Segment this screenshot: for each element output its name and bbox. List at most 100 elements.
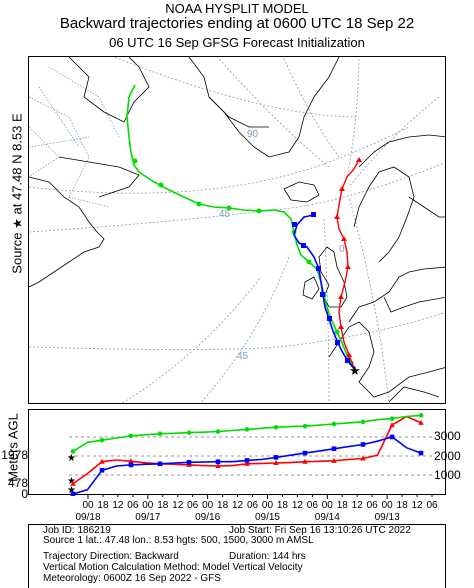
profile-marker-2-4	[128, 433, 134, 439]
model-title: NOAA HYSPLIT MODEL	[165, 1, 309, 16]
right-height-label-2000: 2000	[434, 449, 461, 463]
source-star-map-icon: ★	[349, 364, 361, 379]
date-label-3: 09/15	[255, 512, 280, 523]
time-tick-label-15: 06	[307, 500, 319, 511]
grid-label-45-north: 45	[219, 209, 231, 220]
time-tick-label-18: 12	[352, 500, 364, 511]
right-height-label-1000: 1000	[434, 468, 461, 482]
profile-marker-1-0	[70, 491, 76, 497]
time-tick-label-3: 06	[127, 500, 139, 511]
date-label-2: 09/16	[195, 512, 220, 523]
time-tick-label-19: 06	[367, 500, 379, 511]
date-label-0: 09/18	[75, 512, 100, 523]
trajectory-direction: Trajectory Direction: Backward	[43, 551, 179, 562]
red-trajectory-markers	[334, 157, 362, 357]
profile-line-0	[72, 415, 422, 485]
time-tick-label-9: 18	[217, 500, 229, 511]
profile-marker-1-16	[302, 450, 308, 456]
profile-marker-1-14	[273, 455, 279, 460]
left-height-label-1978: 1978	[1, 448, 28, 462]
profile-marker-2-16	[302, 423, 308, 429]
profile-marker-0-20	[360, 455, 366, 461]
profile-line-2	[72, 414, 422, 453]
profile-marker-1-24	[418, 450, 424, 456]
profile-marker-0-4	[128, 458, 134, 464]
source-line: Source 1 lat.: 47.48 lon.: 8.53 hgts: 50…	[43, 535, 314, 546]
province-lines	[29, 66, 120, 208]
profile-marker-2-0	[70, 449, 76, 454]
profile-gridlines	[69, 436, 435, 476]
profile-marker-0-24	[418, 419, 424, 425]
profile-star-red: ★	[67, 476, 76, 487]
profile-marker-1-12	[244, 458, 250, 463]
profile-marker-1-8	[186, 460, 192, 465]
source-coordinates: at 47.48 N 8.53 E	[9, 113, 25, 215]
time-tick-label-10: 12	[232, 500, 244, 511]
profile-marker-1-22	[389, 434, 395, 440]
time-tick-label-16: 00	[322, 500, 334, 511]
grid-label-45-south: 45	[237, 351, 249, 362]
trajectory-title: Backward trajectories ending at 0600 UTC…	[59, 15, 415, 32]
time-tick-label-1: 18	[97, 500, 109, 511]
time-tick-label-6: 12	[172, 500, 184, 511]
profile-marker-0-10	[215, 463, 221, 468]
meteorology: Meteorology: 0600Z 16 Sep 2022 - GFS	[43, 573, 221, 584]
blue-trajectory-path	[293, 214, 356, 371]
profile-marker-1-4	[128, 462, 134, 468]
graticule	[29, 57, 445, 403]
date-label-4: 09/14	[315, 512, 340, 523]
time-tick-label-11: 06	[247, 500, 259, 511]
time-tick-label-12: 00	[262, 500, 274, 511]
height-profile-canvas: ★ ★ ★	[67, 413, 435, 497]
date-label-5: 09/13	[375, 512, 400, 523]
job-id: Job ID: 186219	[43, 525, 111, 536]
profile-marker-2-8	[186, 430, 192, 435]
profile-marker-0-18	[331, 457, 337, 463]
time-tick-label-14: 12	[292, 500, 304, 511]
time-tick-label-20: 00	[382, 500, 394, 511]
coastlines	[29, 57, 445, 403]
height-profile-chart: ★ ★ ★	[28, 409, 446, 497]
profile-star-blue: ★	[67, 485, 76, 496]
forecast-subtitle: 06 UTC 16 Sep GFSG Forecast Initializati…	[109, 35, 365, 50]
profile-marker-0-14	[273, 459, 279, 465]
profile-marker-1-2	[99, 468, 105, 473]
profile-marker-2-20	[360, 419, 366, 425]
time-tick-label-21: 18	[397, 500, 409, 511]
blue-trajectory-markers	[292, 212, 350, 363]
time-tick-label-17: 18	[337, 500, 349, 511]
vertical-motion-method: Vertical Motion Calculation Method: Mode…	[43, 562, 303, 573]
profile-star-green: ★	[67, 453, 76, 464]
time-axis: 00 18 12 06 00 18 12 06 00 18 12 06 00 18 12 06 00 18 12 06…	[28, 495, 446, 525]
time-tick-label-13: 18	[277, 500, 289, 511]
profile-marker-2-6	[157, 431, 163, 436]
source-prefix: Source	[9, 232, 25, 274]
profile-marker-0-12	[244, 460, 250, 466]
left-height-label-478: 478	[7, 476, 28, 490]
profile-marker-2-10	[215, 429, 221, 434]
time-tick-label-23: 06	[426, 500, 438, 511]
green-trajectory-markers	[132, 158, 354, 366]
date-label-1: 09/17	[135, 512, 160, 523]
profile-marker-1-6	[157, 461, 163, 467]
profile-marker-2-12	[244, 427, 250, 432]
profile-marker-2-18	[331, 421, 337, 427]
time-axis-canvas: 00 18 12 06 00 18 12 06 00 18 12 06 00 18 12 06 00 18 12 06…	[75, 495, 438, 523]
profile-marker-1-10	[215, 459, 221, 464]
profile-marker-1-20	[360, 442, 366, 447]
time-tick-label-8: 00	[202, 500, 214, 511]
profile-marker-2-22	[389, 416, 395, 421]
profile-marker-2-24	[418, 413, 424, 418]
duration: Duration: 144 hrs	[229, 551, 306, 562]
time-tick-label-7: 06	[187, 500, 199, 511]
time-tick-label-2: 12	[112, 500, 124, 511]
source-star-icon: ★	[10, 218, 25, 229]
profile-marker-0-2	[99, 458, 105, 464]
profile-series-group	[70, 413, 424, 497]
trajectory-map: 90 45 0 45 ★	[28, 56, 446, 404]
job-info-panel: Job ID: 186219 Job Start: Fri Sep 16 13:…	[28, 524, 446, 588]
profile-marker-2-2	[99, 437, 105, 443]
time-tick-label-5: 18	[157, 500, 169, 511]
right-height-label-3000: 3000	[434, 429, 461, 443]
profile-marker-0-16	[302, 458, 308, 464]
